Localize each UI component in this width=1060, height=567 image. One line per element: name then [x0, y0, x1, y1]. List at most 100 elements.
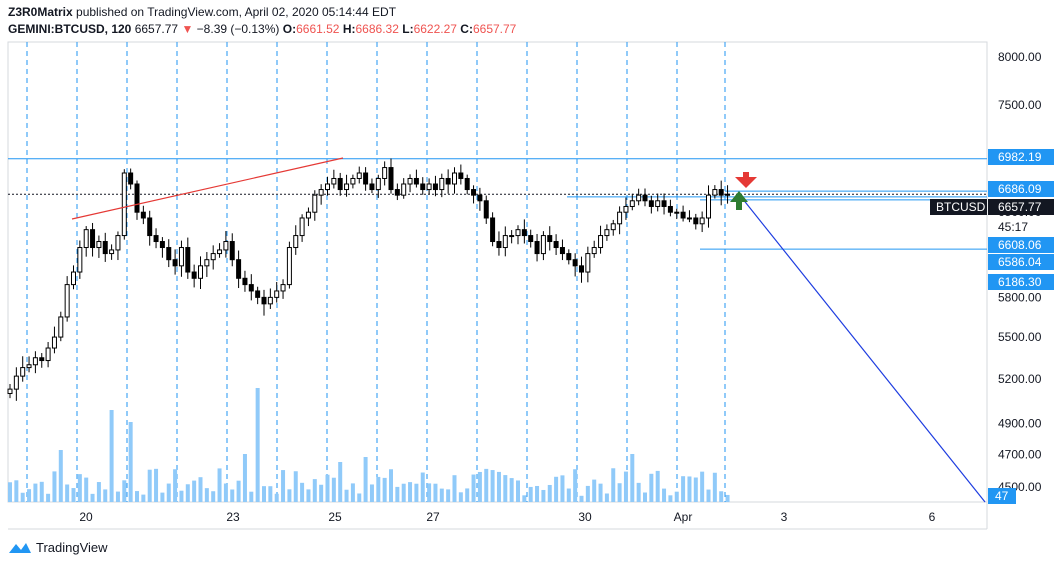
- author-name[interactable]: Z3R0Matrix: [8, 5, 73, 19]
- candle-body: [686, 217, 692, 220]
- red-trendline[interactable]: [71, 157, 344, 220]
- candle-body: [426, 183, 432, 191]
- candle-body: [204, 259, 210, 267]
- volume-bar: [236, 480, 241, 502]
- candle-body: [559, 247, 565, 255]
- change-arrow-icon: ▼: [181, 22, 194, 36]
- volume-bar: [687, 476, 692, 502]
- footer-brand[interactable]: TradingView: [8, 540, 108, 555]
- volume-bar: [535, 485, 540, 502]
- volume-bar: [281, 470, 286, 502]
- volume-bar: [719, 491, 724, 502]
- volume-bar: [604, 493, 609, 502]
- candle-body: [477, 194, 483, 202]
- candle-body: [483, 200, 489, 219]
- volume-bar: [598, 483, 603, 502]
- volume-bar: [39, 481, 44, 502]
- candle-body: [413, 177, 419, 185]
- symbol-label[interactable]: GEMINI:BTCUSD, 120: [8, 22, 132, 36]
- bar-countdown: 45:17: [998, 220, 1028, 234]
- volume-bar: [103, 489, 108, 502]
- volume-bar: [408, 482, 413, 502]
- candle-body: [64, 284, 70, 318]
- buy-arrow-icon[interactable]: [730, 191, 748, 210]
- volume-bar: [223, 483, 228, 502]
- candle-body: [248, 284, 254, 292]
- x-tick-label: Apr: [674, 510, 693, 524]
- candle-body: [490, 217, 496, 243]
- candle-body: [528, 235, 534, 243]
- volume-bar: [389, 469, 393, 502]
- volume-bar: [712, 472, 717, 502]
- level-badge: 6586.04: [998, 255, 1042, 269]
- volume-bar: [52, 471, 57, 502]
- candle-body: [642, 194, 648, 202]
- volume-bar: [414, 483, 419, 502]
- candle-body: [496, 241, 502, 249]
- candle-body: [598, 235, 604, 249]
- volume-bar: [8, 482, 12, 502]
- candle-body: [617, 211, 623, 225]
- bar-countdown-bg: [988, 219, 1054, 235]
- y-tick-label: 5200.00: [998, 372, 1042, 386]
- volume-bar: [649, 473, 654, 502]
- volume-bar: [331, 477, 336, 502]
- volume-bar: [674, 491, 679, 502]
- candle-body: [147, 217, 153, 237]
- volume-bar: [58, 450, 63, 502]
- volume-bar: [681, 476, 686, 502]
- brand-name: TradingView: [36, 540, 108, 555]
- candle-body: [325, 183, 330, 191]
- volume-bar: [427, 483, 432, 502]
- candle-body: [305, 211, 311, 219]
- level-badge: 6186.30: [998, 275, 1042, 289]
- volume-bar: [566, 488, 571, 502]
- volume-bar: [185, 484, 190, 502]
- x-tick-label: 3: [781, 510, 788, 524]
- candle-body: [401, 183, 407, 196]
- sell-arrow-icon[interactable]: [735, 172, 757, 188]
- candle-body: [267, 296, 273, 305]
- symbol-badge-bg: [930, 199, 987, 215]
- close-label: C:: [460, 22, 473, 36]
- volume-bar: [20, 492, 25, 502]
- candle-body: [45, 347, 51, 362]
- candle-body: [521, 229, 527, 237]
- candle-body: [547, 235, 553, 243]
- level-badge: 6608.06: [998, 238, 1042, 252]
- candle-body: [585, 253, 591, 273]
- volume-bar: [357, 493, 362, 502]
- volume-bar: [547, 484, 552, 502]
- volume-bar: [369, 484, 374, 502]
- volume-bar: [395, 486, 400, 502]
- volume-bar: [312, 479, 317, 502]
- volume-bar: [420, 472, 425, 502]
- candle-body: [680, 211, 686, 219]
- tradingview-logo-icon: [9, 542, 31, 553]
- candle-body: [255, 290, 261, 298]
- publish-text: published on TradingView.com, April 02, …: [76, 5, 397, 19]
- volume-bar: [477, 471, 482, 502]
- candle-body: [77, 247, 83, 273]
- candle-body: [382, 167, 388, 179]
- volume-bar: [14, 480, 19, 502]
- candle-body: [502, 235, 508, 249]
- candle-body: [566, 253, 572, 261]
- level-badge: 6982.19: [998, 150, 1042, 164]
- volume-bar: [173, 469, 178, 502]
- close-value: 6657.77: [472, 22, 517, 36]
- volume-bar: [217, 468, 222, 502]
- candle-body: [102, 241, 108, 255]
- volume-bar: [541, 489, 546, 502]
- blue-projection-line[interactable]: [737, 192, 986, 503]
- volume-bar: [84, 477, 89, 502]
- candle-body: [420, 183, 426, 191]
- candle-body: [58, 316, 64, 338]
- candle-body: [509, 235, 515, 238]
- candle-body: [693, 217, 699, 225]
- volume-bar: [90, 493, 95, 502]
- candle-body: [388, 167, 394, 191]
- volume-bar: [204, 488, 209, 502]
- candle-body: [629, 200, 635, 207]
